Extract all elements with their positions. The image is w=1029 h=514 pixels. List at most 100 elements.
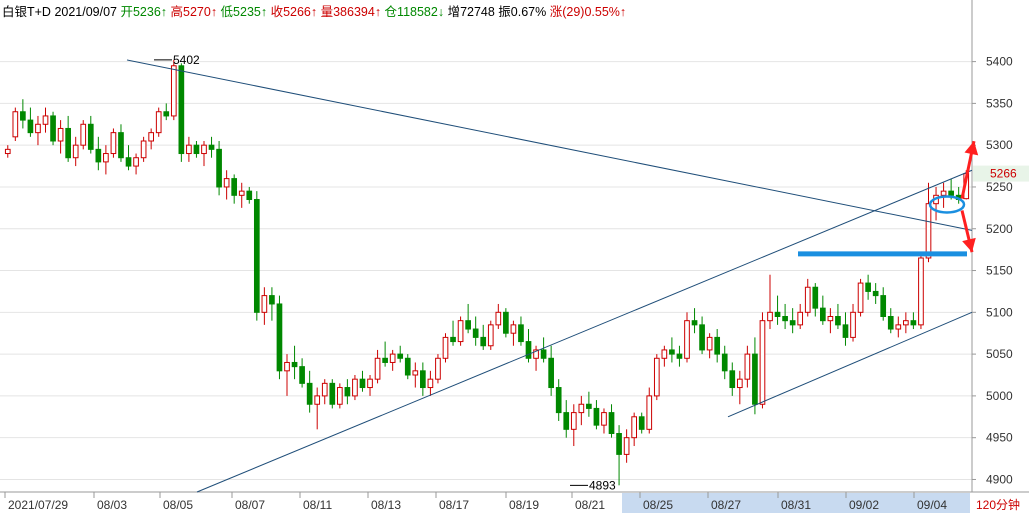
candle-body-down <box>253 199 260 313</box>
candle-body-up <box>148 132 155 142</box>
candle <box>646 387 653 434</box>
candle-body-up <box>427 378 434 389</box>
candle <box>608 404 615 438</box>
candle <box>744 345 751 388</box>
candle-body-up <box>352 378 358 397</box>
candle <box>148 128 155 150</box>
candle <box>736 370 743 405</box>
candle-body-down <box>420 370 426 389</box>
candle <box>759 312 766 409</box>
candle <box>684 312 690 363</box>
candle <box>299 358 305 388</box>
candle-body-down <box>359 378 366 389</box>
candle <box>223 170 230 200</box>
candle-body-up <box>435 357 441 380</box>
quote-field-4: 量386394↑ <box>321 5 385 19</box>
candle-body-up <box>706 336 713 351</box>
candle <box>80 120 87 150</box>
candle-body-up <box>261 295 268 313</box>
candle <box>50 111 56 146</box>
candle-body-down <box>699 324 705 351</box>
candle-body-up <box>314 395 321 405</box>
candle-body-up <box>140 140 147 159</box>
candle-body-down <box>50 115 56 142</box>
period-label: 120分钟 <box>976 497 1020 512</box>
y-tick-label-4950: 4950 <box>986 431 1013 445</box>
candle-body-down <box>465 320 471 330</box>
candle <box>525 329 532 363</box>
candle <box>789 308 796 334</box>
y-axis: 4900 4950 5000 5050 5100 5150 5200 5250 5300 5350… <box>0 0 1029 493</box>
candle-body-down <box>910 320 917 326</box>
candle-body-down <box>163 111 170 117</box>
candle-body-down <box>819 307 826 322</box>
candle-body-down <box>729 370 736 389</box>
candle-body-up <box>601 412 607 426</box>
y-tick-label-5150: 5150 <box>986 264 1013 278</box>
candle-body-down <box>616 433 622 455</box>
candle-body-down <box>669 349 675 355</box>
candle-body-up <box>4 148 11 155</box>
candle <box>699 316 705 355</box>
candle <box>940 182 947 208</box>
quote-field-6: 增72748 <box>448 4 499 19</box>
candle <box>95 136 102 171</box>
candle-body-up <box>155 111 162 134</box>
candle <box>321 379 328 405</box>
candle-body-up <box>389 353 396 363</box>
candle <box>442 333 449 363</box>
candle <box>72 136 79 167</box>
candle-body-down <box>87 123 94 150</box>
quote-field-0: 开5236↑ <box>120 5 170 19</box>
candle <box>457 316 464 346</box>
candle-body-down <box>178 65 185 155</box>
quote-field-7: 振0.67% <box>498 5 549 19</box>
x-axis-highlight <box>622 493 970 513</box>
candle <box>903 312 909 334</box>
candle <box>231 174 238 204</box>
candle <box>729 362 736 396</box>
candle-body-down <box>397 353 404 359</box>
candle <box>87 115 94 154</box>
candle <box>238 182 245 208</box>
candle <box>819 295 826 325</box>
candle-body-down <box>593 407 600 426</box>
consolidation-ellipse <box>928 195 966 214</box>
candle <box>887 308 894 334</box>
x-tick-label-7: 08/19 <box>509 498 539 512</box>
candle <box>374 349 381 384</box>
candle-body-up <box>223 178 230 188</box>
candle-body-up <box>284 361 290 372</box>
candle-body-up <box>457 320 464 343</box>
candle-body-up <box>374 357 381 380</box>
candle <box>261 287 268 325</box>
y-tick-label-5050: 5050 <box>986 347 1013 361</box>
candle-body-down <box>789 320 796 326</box>
candle <box>352 375 358 401</box>
candle-body-down <box>193 144 200 155</box>
annotations: 5402 4893 <box>154 53 616 492</box>
candle-body-down <box>276 303 283 372</box>
x-tick-label-0: 2021/07/29 <box>8 498 68 512</box>
annotation-low: 4893 <box>589 478 616 492</box>
candle-body-up <box>925 203 932 259</box>
candle <box>752 337 758 415</box>
quote-header: 白银T+D 2021/09/07 开5236↑ 高5270↑ 低5235↑ 收5… <box>2 4 626 19</box>
candle <box>676 345 683 367</box>
candle-body-up <box>661 349 668 359</box>
candle-body-up <box>80 123 87 146</box>
candle <box>367 375 373 396</box>
x-tick-label-3: 08/07 <box>235 498 265 512</box>
candle-body-up <box>736 378 743 389</box>
candle-body-up <box>442 336 449 359</box>
candle-body-down <box>540 349 547 359</box>
candle <box>110 128 117 158</box>
candle-body-up <box>367 378 373 389</box>
grid-lines <box>0 61 972 480</box>
candle-body-up <box>201 144 207 155</box>
candle-body-up <box>940 190 947 196</box>
candle-body-down <box>231 178 238 196</box>
candle-body-up <box>412 370 419 376</box>
candle-body-up <box>918 257 924 326</box>
